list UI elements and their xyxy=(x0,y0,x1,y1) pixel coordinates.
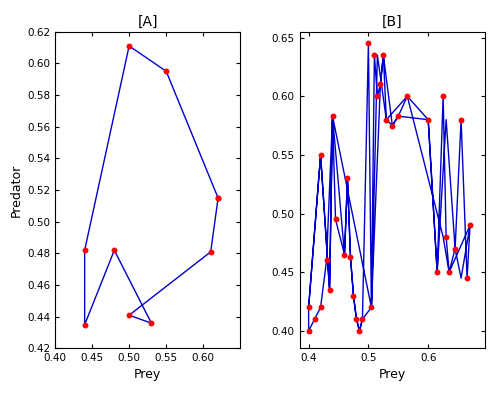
Y-axis label: Predator: Predator xyxy=(10,164,23,217)
Point xyxy=(316,152,324,158)
Point xyxy=(356,328,364,334)
Point xyxy=(304,328,312,334)
Point xyxy=(442,234,450,240)
Point xyxy=(424,116,432,123)
Point xyxy=(110,247,118,253)
Point xyxy=(206,249,214,255)
Point xyxy=(162,68,170,74)
Point xyxy=(346,254,354,260)
Point xyxy=(457,116,465,123)
Point xyxy=(380,52,388,58)
Point xyxy=(445,269,453,275)
Point xyxy=(388,122,396,129)
Point xyxy=(376,81,384,88)
Point xyxy=(352,316,360,322)
Point xyxy=(344,175,351,181)
Point xyxy=(350,293,358,299)
Point xyxy=(439,93,447,99)
Point xyxy=(451,246,459,252)
Point xyxy=(368,304,376,310)
Point xyxy=(463,275,471,281)
Point xyxy=(370,52,378,58)
Point xyxy=(394,113,402,119)
X-axis label: Prey: Prey xyxy=(378,367,406,381)
X-axis label: Prey: Prey xyxy=(134,367,162,381)
Point xyxy=(214,195,222,201)
Point xyxy=(404,93,411,99)
Point xyxy=(80,322,88,328)
Point xyxy=(340,251,348,258)
Title: [B]: [B] xyxy=(382,15,402,29)
Point xyxy=(316,304,324,310)
Point xyxy=(328,113,336,119)
Point xyxy=(382,116,390,123)
Point xyxy=(466,222,474,228)
Point xyxy=(433,269,441,275)
Point xyxy=(332,216,340,223)
Point xyxy=(322,257,330,264)
Point xyxy=(148,320,156,326)
Point xyxy=(364,40,372,47)
Title: [A]: [A] xyxy=(138,15,158,29)
Point xyxy=(125,43,133,49)
Point xyxy=(358,316,366,322)
Point xyxy=(125,312,133,318)
Point xyxy=(374,93,382,99)
Point xyxy=(214,195,222,201)
Point xyxy=(310,316,318,322)
Point xyxy=(304,304,312,310)
Point xyxy=(80,247,88,253)
Point xyxy=(326,287,334,293)
